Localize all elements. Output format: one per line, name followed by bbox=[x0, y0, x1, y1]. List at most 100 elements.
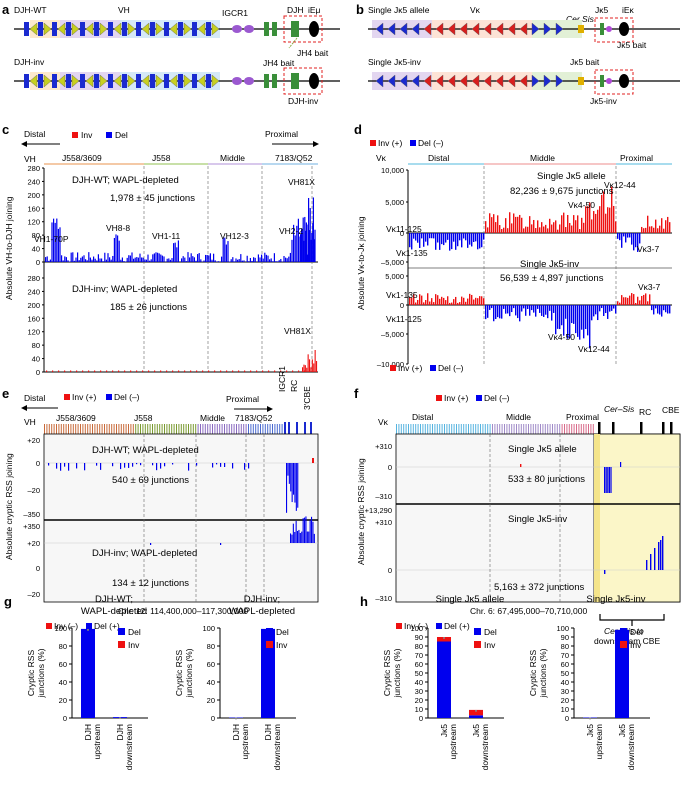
c-bar-bottom bbox=[58, 370, 60, 372]
f-gene-segment bbox=[583, 424, 585, 434]
chart-ylabel-1: Cryptic RSS bbox=[26, 650, 36, 697]
c-bar-top bbox=[259, 257, 261, 262]
vk-segment bbox=[447, 22, 456, 36]
d-bot-tick: 5,000 bbox=[385, 272, 404, 281]
d-bar-top bbox=[667, 216, 669, 233]
d-bar-top bbox=[467, 233, 469, 248]
f-gene-segment bbox=[504, 424, 505, 434]
legend-del-label: Del bbox=[484, 627, 497, 637]
c-bar-bottom bbox=[154, 370, 156, 372]
e-gene-segment bbox=[164, 424, 165, 434]
e-distal: Distal bbox=[24, 393, 45, 403]
d-top-junctions: 82,236 ± 9,675 junctions bbox=[510, 186, 614, 197]
legend-del-label: Del bbox=[630, 627, 643, 637]
c-bar-bottom-peak bbox=[316, 361, 318, 372]
chart-tick-label: 20 bbox=[415, 696, 423, 705]
d-bar-top bbox=[471, 233, 473, 247]
e-gene-segment bbox=[89, 424, 91, 434]
e-top-tick: –350 bbox=[23, 510, 40, 519]
e-gene-segment bbox=[231, 424, 233, 434]
d-bar-bottom bbox=[655, 305, 657, 309]
f-bot-tick: +13,290 bbox=[365, 506, 392, 515]
d-bar-top bbox=[537, 220, 539, 233]
f-gene-segment bbox=[518, 424, 520, 434]
c-bar-bottom bbox=[238, 370, 240, 372]
vk-segment bbox=[375, 22, 384, 36]
c-legend-del: Del bbox=[115, 130, 128, 140]
c-bar-top bbox=[222, 237, 224, 262]
c-bar-top-peak bbox=[306, 224, 308, 262]
c-bar-top bbox=[217, 261, 219, 262]
e-gene-segment bbox=[123, 424, 125, 434]
e-gene-segment bbox=[190, 424, 192, 434]
d-bar-bottom bbox=[629, 295, 631, 305]
d-bar-bottom bbox=[621, 295, 623, 305]
c-bar-top bbox=[224, 237, 226, 262]
legend-del-swatch bbox=[118, 628, 125, 635]
chart-tick-label: 100 bbox=[202, 624, 215, 633]
c-bar-top bbox=[56, 218, 58, 262]
d-bar-bottom bbox=[411, 297, 413, 305]
d-bar-bottom bbox=[419, 294, 421, 305]
chart-category-line2: downstream bbox=[124, 724, 134, 770]
d-bar-bottom bbox=[501, 305, 503, 319]
vh-segment bbox=[52, 22, 57, 36]
e-bar-bottom-peak bbox=[290, 533, 292, 543]
d-bar-top bbox=[607, 207, 609, 233]
e-proximal: Proximal bbox=[226, 394, 259, 404]
d-bar-bottom bbox=[581, 305, 583, 330]
chart-g-left: g DJH-WT;WAPL-depleted Cryptic RSS junction… bbox=[4, 594, 148, 770]
c-bar-bottom bbox=[160, 370, 162, 372]
panel-e-letter: e bbox=[2, 386, 9, 401]
f-gene-segment bbox=[547, 424, 549, 434]
c-bar-top bbox=[107, 253, 109, 262]
d-bar-top bbox=[555, 220, 557, 233]
d-bar-bottom bbox=[435, 294, 437, 305]
f-bar-top-peak bbox=[607, 467, 609, 493]
d-bar-top bbox=[461, 233, 463, 248]
chart-category-line1: DJH bbox=[231, 724, 241, 741]
c-bar-top bbox=[187, 252, 189, 262]
f-gene-segment bbox=[456, 424, 457, 434]
f-gene-segment bbox=[544, 424, 546, 434]
d-bar-top bbox=[525, 226, 527, 233]
d-bot-tick: –10,000 bbox=[377, 360, 404, 369]
e-gene-track bbox=[44, 422, 312, 434]
e-bar-bottom-peak bbox=[305, 516, 307, 543]
c-bar-top-peak bbox=[304, 230, 306, 262]
f-region-2: Proximal bbox=[566, 412, 599, 422]
rss-triangle bbox=[197, 22, 206, 36]
c-bar-bottom bbox=[268, 370, 270, 372]
vh-segment bbox=[192, 74, 197, 88]
c-bar-top-peak bbox=[311, 232, 313, 262]
c-bar-top bbox=[80, 257, 82, 262]
d-bar-top bbox=[481, 233, 483, 248]
e-bar-top bbox=[160, 463, 162, 469]
legend-inv-label: Inv bbox=[484, 640, 496, 650]
d-bot-tick: –5,000 bbox=[381, 330, 404, 339]
chart-tick-label: 100 bbox=[410, 624, 423, 633]
e-bar-top-peak bbox=[287, 463, 289, 476]
f-gene-segment bbox=[408, 424, 409, 434]
rss-triangle bbox=[155, 22, 164, 36]
c-bottom-title: DJH-inv; WAPL-depleted bbox=[72, 284, 177, 295]
e-feature bbox=[304, 422, 306, 434]
c-bar-top bbox=[48, 260, 50, 262]
chart-ylabel-2: junctions (%) bbox=[538, 648, 548, 698]
d-bar-bottom bbox=[465, 301, 467, 305]
d-bar-bottom bbox=[493, 305, 495, 322]
e-gene-segment bbox=[152, 424, 153, 434]
chart-category-line1: Jκ5 bbox=[585, 724, 595, 738]
e-gene-segment bbox=[130, 424, 132, 434]
vh-segment bbox=[178, 74, 183, 88]
e-gene-segment bbox=[267, 424, 269, 434]
f-highlight-edge bbox=[594, 434, 600, 602]
rss-triangle bbox=[127, 74, 136, 88]
d-bar-top bbox=[435, 233, 437, 250]
d-bar-bottom bbox=[513, 305, 515, 309]
f-gene-segment bbox=[528, 424, 529, 434]
chart-title-1: DJH-WT; bbox=[95, 594, 133, 605]
d-bar-top bbox=[659, 225, 661, 233]
d-bar-top bbox=[499, 225, 501, 233]
chart-ylabel-2: junctions (%) bbox=[392, 648, 402, 698]
